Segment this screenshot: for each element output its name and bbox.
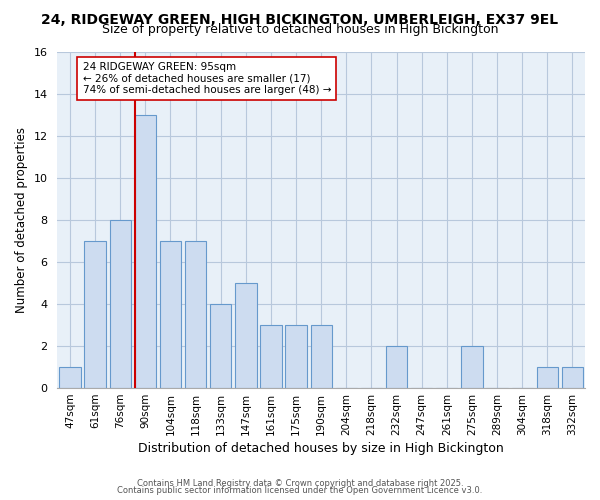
Text: Contains HM Land Registry data © Crown copyright and database right 2025.: Contains HM Land Registry data © Crown c…: [137, 478, 463, 488]
Bar: [286, 325, 307, 388]
Text: Contains public sector information licensed under the Open Government Licence v3: Contains public sector information licen…: [118, 486, 482, 495]
Bar: [85, 241, 106, 388]
Bar: [311, 325, 332, 388]
Text: 24 RIDGEWAY GREEN: 95sqm
← 26% of detached houses are smaller (17)
74% of semi-d: 24 RIDGEWAY GREEN: 95sqm ← 26% of detach…: [83, 62, 331, 95]
X-axis label: Distribution of detached houses by size in High Bickington: Distribution of detached houses by size …: [139, 442, 504, 455]
Text: Size of property relative to detached houses in High Bickington: Size of property relative to detached ho…: [102, 22, 498, 36]
Bar: [260, 325, 281, 388]
Y-axis label: Number of detached properties: Number of detached properties: [15, 127, 28, 313]
Bar: [461, 346, 482, 388]
Bar: [386, 346, 407, 388]
Bar: [562, 367, 583, 388]
Bar: [110, 220, 131, 388]
Bar: [160, 241, 181, 388]
Bar: [536, 367, 558, 388]
Bar: [134, 114, 156, 388]
Text: 24, RIDGEWAY GREEN, HIGH BICKINGTON, UMBERLEIGH, EX37 9EL: 24, RIDGEWAY GREEN, HIGH BICKINGTON, UMB…: [41, 12, 559, 26]
Bar: [210, 304, 232, 388]
Bar: [185, 241, 206, 388]
Bar: [235, 283, 257, 388]
Bar: [59, 367, 80, 388]
